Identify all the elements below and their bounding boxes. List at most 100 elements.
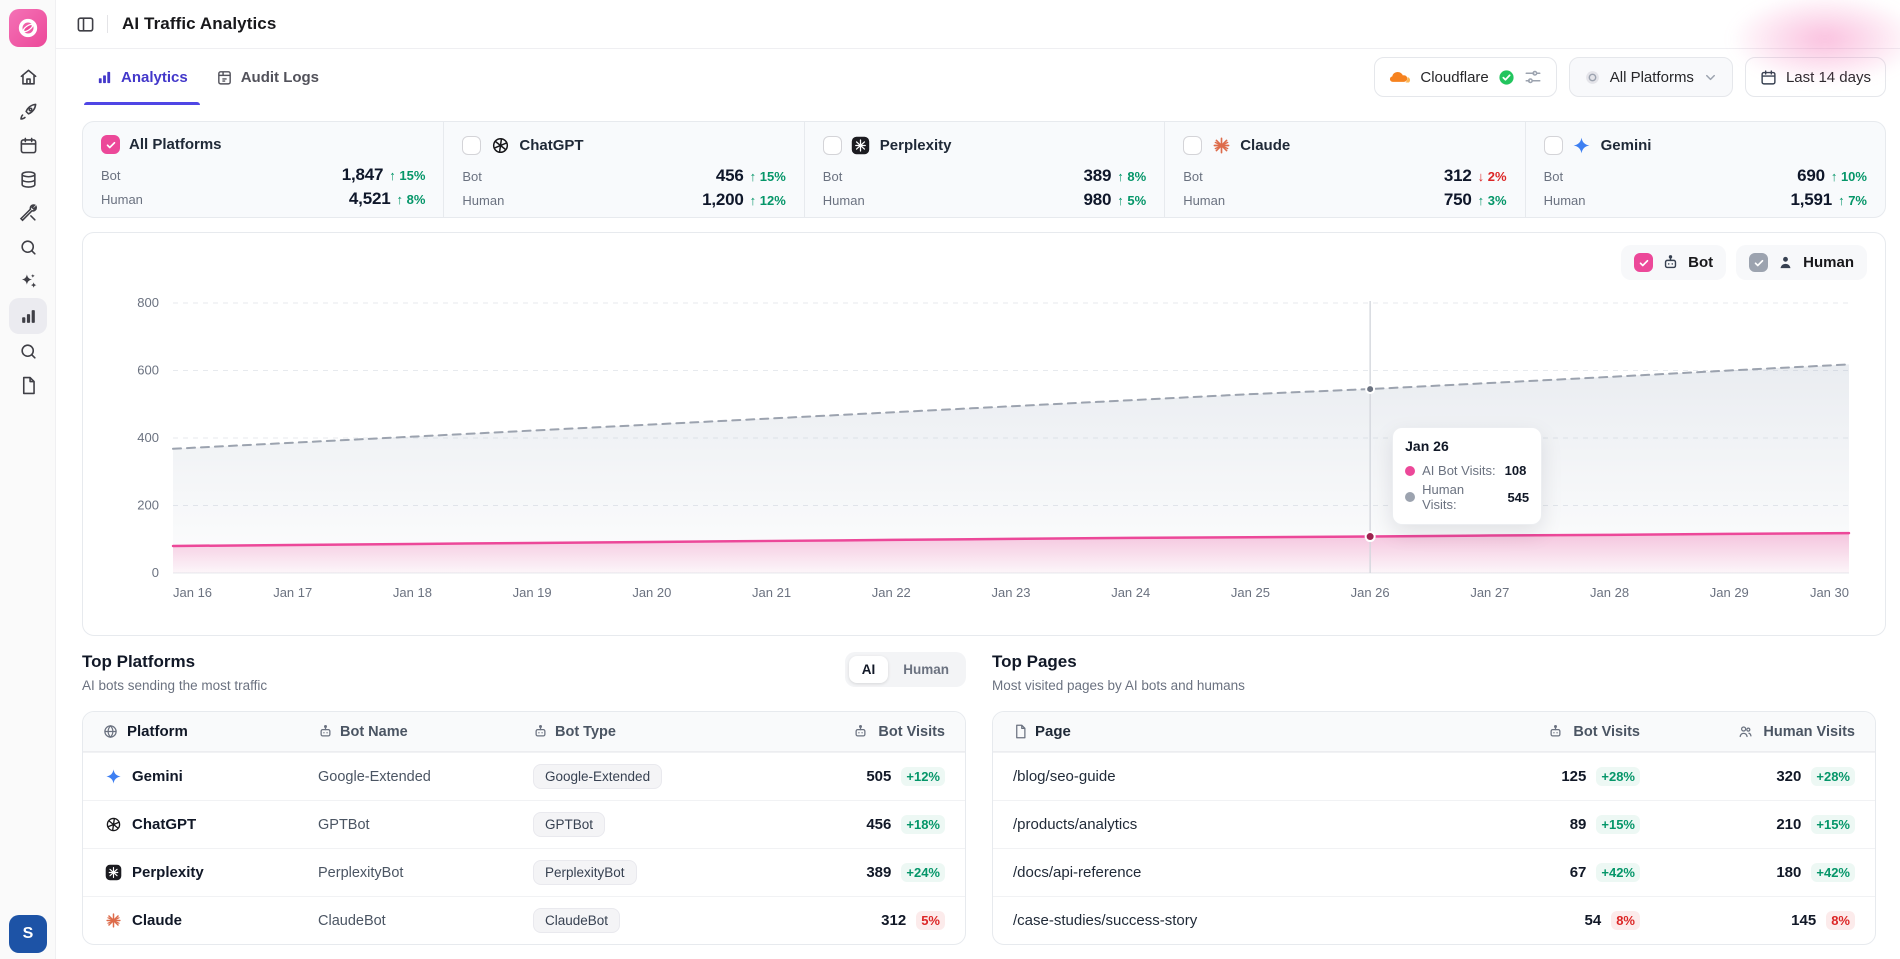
table-row-page[interactable]: /products/analytics 89+15% 210+15% [993, 800, 1875, 848]
platform-filter-dropdown[interactable]: All Platforms [1569, 57, 1733, 97]
checkbox-all-platforms[interactable] [101, 135, 120, 154]
bot-label: Bot [1544, 169, 1564, 184]
legend-bot-toggle[interactable]: Bot [1621, 245, 1726, 280]
bot-visits-change: +18% [901, 815, 945, 834]
bot-label: Bot [101, 168, 121, 183]
sidebar-nav [0, 60, 56, 402]
cloudflare-connection[interactable]: Cloudflare [1374, 57, 1556, 97]
bot-legend-checkbox[interactable] [1634, 253, 1653, 272]
sidebar-item-ai[interactable] [9, 264, 47, 298]
robot-icon [1662, 254, 1679, 271]
bot-visits-change: +24% [901, 863, 945, 882]
sidebar: S [0, 0, 56, 959]
table-row-perplexity[interactable]: Perplexity PerplexityBot PerplexityBot 3… [83, 848, 965, 896]
claude-icon [1211, 135, 1231, 155]
stat-card-title: All Platforms [129, 136, 222, 153]
chart-tooltip: Jan 26 AI Bot Visits: 108 Human Visits: … [1392, 427, 1542, 525]
checkbox-claude[interactable] [1183, 136, 1202, 155]
sidebar-item-home[interactable] [9, 60, 47, 94]
platform-filter-value: All Platforms [1610, 69, 1694, 86]
checkbox-perplexity[interactable] [823, 136, 842, 155]
search-icon [19, 238, 38, 257]
human-legend-checkbox[interactable] [1749, 253, 1768, 272]
date-range-value: Last 14 days [1786, 69, 1871, 86]
sidebar-toggle-button[interactable] [76, 15, 95, 34]
chatgpt-icon [103, 815, 123, 835]
home-icon [19, 68, 38, 87]
bot-visits-value: 89 [1570, 816, 1587, 833]
table-row-claude[interactable]: Claude ClaudeBot ClaudeBot 3125% [83, 896, 965, 944]
check-icon [1753, 257, 1765, 269]
table-row-chatgpt[interactable]: ChatGPT GPTBot GPTBot 456+18% [83, 800, 965, 848]
tooltip-date: Jan 26 [1405, 438, 1529, 454]
panel-left-icon [76, 15, 95, 34]
bot-change: ↑ 15% [750, 169, 786, 184]
top-pages-panel: Top Pages Most visited pages by AI bots … [992, 652, 1876, 945]
sidebar-item-lookup[interactable] [9, 334, 47, 368]
svg-text:Jan 21: Jan 21 [752, 585, 791, 600]
bot-visits-value: 54 [1585, 912, 1602, 929]
claude-icon [103, 911, 123, 931]
table-row-page[interactable]: /docs/api-reference 67+42% 180+42% [993, 848, 1875, 896]
stat-card-title: Gemini [1601, 137, 1652, 154]
human-change: ↑ 12% [750, 193, 786, 208]
stat-card-chatgpt[interactable]: ChatGPT Bot 456 ↑ 15% Human 1,200 ↑ 12% [443, 122, 803, 218]
file-text-icon [19, 376, 38, 395]
stat-card-gemini[interactable]: Gemini Bot 690 ↑ 10% Human 1,591 ↑ 7% [1525, 122, 1885, 218]
tab-analytics[interactable]: Analytics [82, 49, 202, 105]
human-value: 750 [1444, 190, 1472, 210]
sidebar-item-docs[interactable] [9, 368, 47, 402]
logo-swirl-icon [17, 17, 39, 39]
col-bot-name: Bot Name [318, 724, 533, 740]
human-value: 980 [1084, 190, 1112, 210]
toggle-human-button[interactable]: Human [890, 656, 962, 683]
bot-label: Bot [462, 169, 482, 184]
traffic-chart-card: Bot Human 0200400600800Jan 16Jan 17Jan 1… [82, 232, 1886, 636]
tab-audit-logs[interactable]: Audit Logs [202, 49, 333, 105]
audit-logs-icon [216, 69, 233, 86]
sliders-icon[interactable] [1524, 68, 1542, 86]
sidebar-item-data[interactable] [9, 162, 47, 196]
bot-value: 690 [1797, 166, 1825, 186]
table-row-page[interactable]: /blog/seo-guide 125+28% 320+28% [993, 752, 1875, 800]
bot-series-dot [1405, 466, 1415, 476]
sidebar-item-tools[interactable] [9, 196, 47, 230]
stat-card-all-platforms[interactable]: All Platforms Bot 1,847 ↑ 15% Human 4,52… [83, 122, 443, 218]
sidebar-item-analytics[interactable] [9, 298, 47, 334]
bot-change: ↑ 10% [1831, 169, 1867, 184]
human-change: ↑ 7% [1838, 193, 1867, 208]
stat-card-perplexity[interactable]: Perplexity Bot 389 ↑ 8% Human 980 ↑ 5% [804, 122, 1164, 218]
human-visits-value: 145 [1791, 912, 1816, 929]
chatgpt-icon [490, 135, 510, 155]
sidebar-item-launch[interactable] [9, 94, 47, 128]
sidebar-item-calendar[interactable] [9, 128, 47, 162]
bot-name: GPTBot [318, 817, 533, 833]
svg-text:0: 0 [152, 565, 159, 580]
page-title: AI Traffic Analytics [122, 14, 276, 34]
table-row-gemini[interactable]: Gemini Google-Extended Google-Extended 5… [83, 752, 965, 800]
stat-card-claude[interactable]: Claude Bot 312 ↓ 2% Human 750 ↑ 3% [1164, 122, 1524, 218]
tooltip-bot-value: 108 [1505, 463, 1527, 478]
traffic-line-chart[interactable]: 0200400600800Jan 16Jan 17Jan 18Jan 19Jan… [93, 289, 1877, 624]
human-label: Human [1544, 193, 1586, 208]
svg-text:600: 600 [137, 363, 159, 378]
app-logo[interactable] [9, 9, 47, 47]
user-avatar[interactable]: S [9, 915, 47, 953]
top-pages-table: Page Bot Visits Human Visits /blog/seo-g… [992, 711, 1876, 945]
table-row-page[interactable]: /case-studies/success-story 548% 1458% [993, 896, 1875, 944]
human-visits-change: 8% [1826, 911, 1855, 930]
date-range-picker[interactable]: Last 14 days [1745, 57, 1886, 97]
svg-text:Jan 30: Jan 30 [1810, 585, 1849, 600]
bot-change: ↑ 8% [1117, 169, 1146, 184]
top-platforms-title: Top Platforms [82, 652, 267, 672]
person-icon [1777, 254, 1794, 271]
human-change: ↑ 8% [396, 192, 425, 207]
toggle-ai-button[interactable]: AI [849, 656, 889, 683]
sidebar-item-search[interactable] [9, 230, 47, 264]
bot-label: Bot [823, 169, 843, 184]
legend-human-toggle[interactable]: Human [1736, 245, 1867, 280]
human-change: ↑ 3% [1478, 193, 1507, 208]
checkbox-chatgpt[interactable] [462, 136, 481, 155]
stat-card-title: ChatGPT [519, 137, 583, 154]
checkbox-gemini[interactable] [1544, 136, 1563, 155]
